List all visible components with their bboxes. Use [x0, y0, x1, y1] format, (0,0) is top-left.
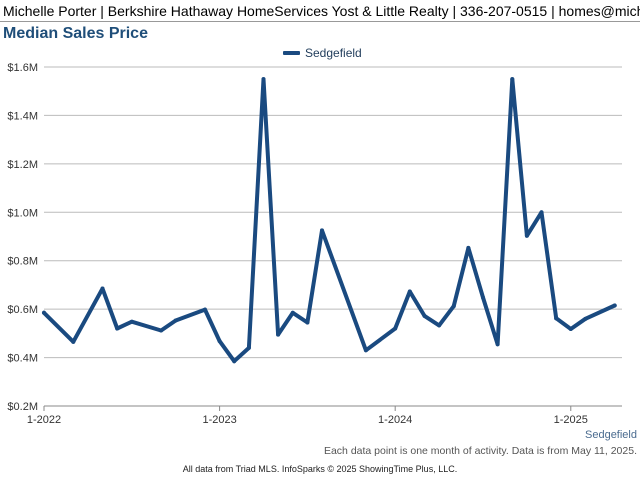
data-point	[524, 233, 529, 238]
y-tick-label: $0.6M	[7, 304, 38, 316]
data-point	[42, 310, 46, 315]
data-point	[115, 326, 120, 331]
x-tick-label: 1-2025	[554, 414, 588, 426]
data-point	[305, 320, 310, 325]
data-point	[71, 339, 76, 344]
series-end-label: Sedgefield	[585, 429, 637, 441]
data-point	[422, 313, 427, 318]
data-point	[495, 342, 500, 347]
data-point	[202, 307, 207, 312]
series-line-sedgefield	[42, 77, 617, 364]
x-tick-label: 1-2022	[27, 414, 61, 426]
chart-title: Median Sales Price	[3, 25, 148, 42]
y-tick-label: $1.4M	[7, 110, 38, 122]
data-point	[480, 295, 485, 300]
data-point	[261, 77, 266, 82]
data-point	[510, 77, 515, 82]
data-point	[232, 359, 237, 364]
y-tick-label: $0.2M	[7, 401, 38, 413]
contact-text: Michelle Porter | Berkshire Hathaway Hom…	[3, 3, 640, 19]
legend-swatch	[283, 51, 300, 55]
x-tick-label: 1-2023	[202, 414, 236, 426]
data-point	[173, 318, 178, 323]
data-point	[276, 332, 281, 337]
data-point	[159, 328, 164, 333]
data-point	[217, 339, 222, 344]
data-point	[393, 326, 398, 331]
data-point	[363, 348, 368, 353]
data-point	[437, 323, 442, 328]
chart-legend[interactable]: Sedgefield	[283, 45, 362, 61]
y-tick-label: $1.6M	[7, 62, 38, 74]
data-point	[290, 310, 295, 315]
legend-label: Sedgefield	[305, 46, 362, 60]
data-point	[129, 319, 134, 324]
data-point	[539, 210, 544, 215]
data-point	[451, 304, 456, 309]
y-tick-label: $0.8M	[7, 256, 38, 268]
data-point	[568, 326, 573, 331]
y-tick-label: $1.2M	[7, 159, 38, 171]
data-point	[246, 345, 251, 350]
contact-header: Michelle Porter | Berkshire Hathaway Hom…	[0, 0, 640, 22]
data-point	[407, 289, 412, 294]
x-tick-label: 1-2024	[378, 414, 412, 426]
data-point	[583, 316, 588, 321]
data-point	[612, 303, 617, 308]
data-point	[466, 245, 471, 250]
data-point	[320, 228, 325, 233]
data-footnote: Each data point is one month of activity…	[323, 445, 637, 457]
y-tick-label: $1.0M	[7, 207, 38, 219]
data-source-footer: All data from Triad MLS. InfoSparks © 20…	[182, 464, 458, 474]
data-point	[554, 316, 559, 321]
data-point	[100, 286, 105, 291]
y-tick-label: $0.4M	[7, 353, 38, 365]
